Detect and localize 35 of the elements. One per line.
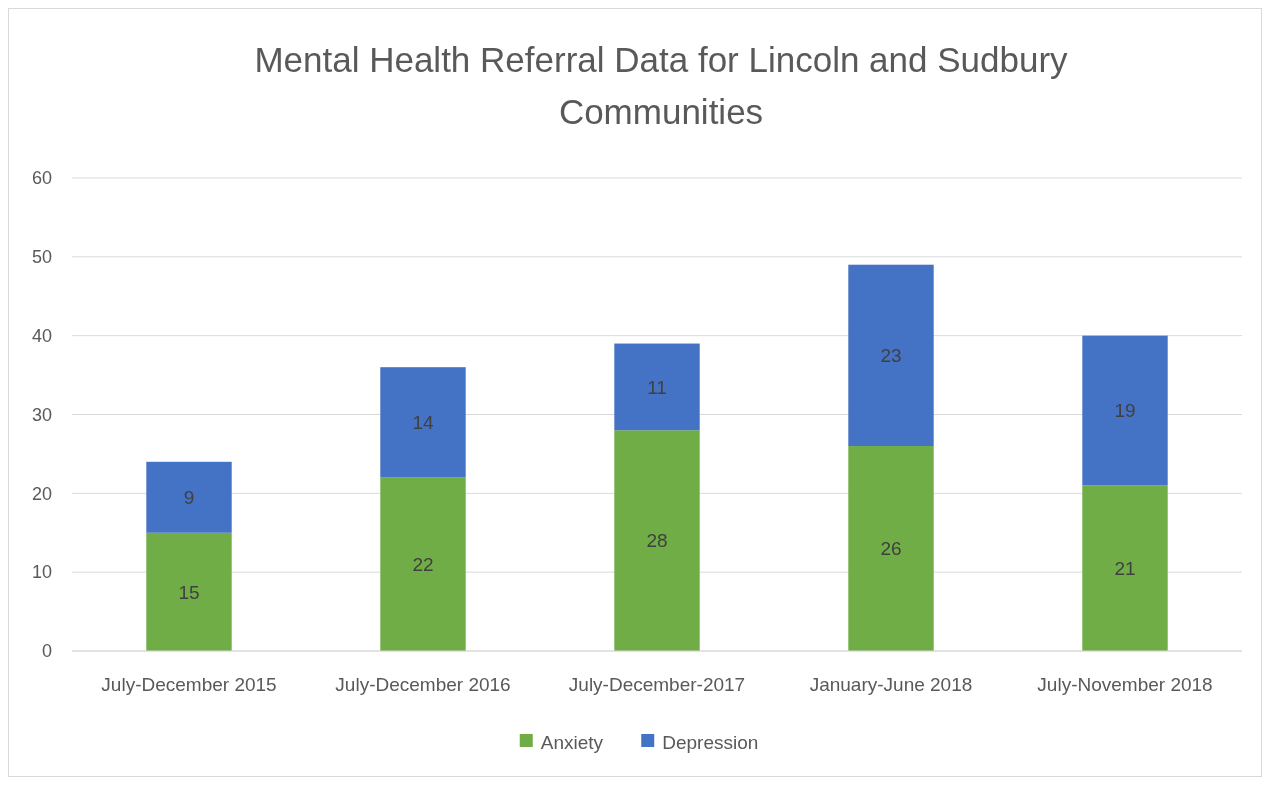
data-label: 26 — [880, 538, 902, 560]
data-label: 14 — [412, 412, 434, 434]
y-tick-label: 60 — [31, 168, 52, 189]
x-tick-label: July-November 2018 — [1037, 674, 1213, 695]
data-label: 28 — [646, 530, 668, 552]
bar — [614, 430, 700, 651]
data-label: 9 — [183, 486, 195, 508]
bar — [1082, 335, 1168, 486]
bar — [380, 367, 466, 478]
bar — [146, 532, 232, 651]
bar — [1082, 485, 1168, 651]
x-tick-label: July-December 2015 — [101, 674, 277, 695]
y-tick-label: 40 — [31, 325, 52, 346]
x-tick-label: July-December-2017 — [568, 674, 746, 695]
data-label: 22 — [412, 553, 434, 575]
x-tick-label: January-June 2018 — [809, 674, 973, 695]
bar — [614, 343, 700, 431]
y-tick-label: 30 — [31, 404, 52, 425]
y-tick-label: 0 — [41, 641, 52, 662]
bar — [848, 446, 934, 651]
data-label: 15 — [178, 581, 200, 603]
legend-label: Depression — [662, 731, 759, 753]
chart-title: Mental Health Referral Data for Lincoln and Sudbury Communities — [254, 40, 1069, 131]
bar — [146, 461, 232, 533]
data-label: 21 — [1114, 557, 1136, 579]
y-tick-label: 10 — [31, 562, 52, 583]
bar — [848, 264, 934, 447]
y-tick-label: 50 — [31, 247, 52, 268]
x-tick-label: July-December 2016 — [335, 674, 511, 695]
data-label: 11 — [647, 376, 667, 398]
data-label: 23 — [880, 345, 902, 367]
data-label: 19 — [1114, 400, 1136, 422]
y-tick-label: 20 — [31, 483, 52, 504]
legend-label: Anxiety — [540, 731, 604, 753]
bar — [380, 477, 466, 651]
